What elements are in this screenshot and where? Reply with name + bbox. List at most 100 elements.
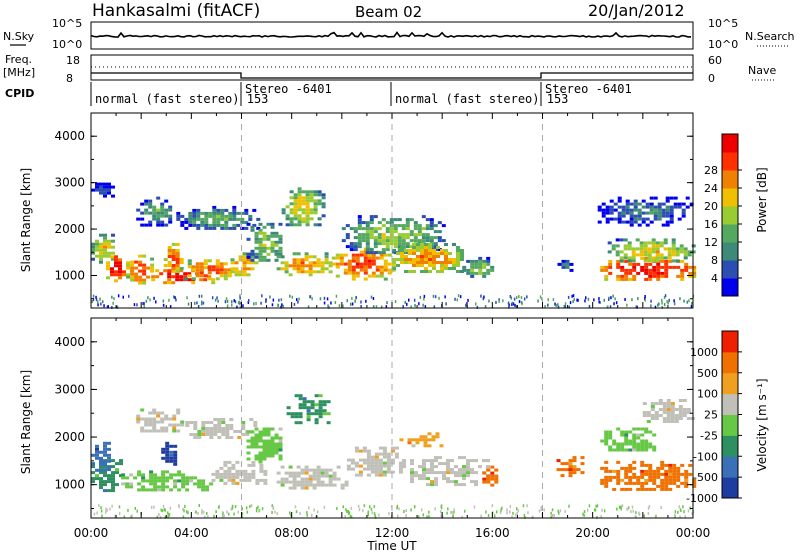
noise-sky-trace: [90, 31, 692, 38]
velocity-colorbar: 1000 500 100 25 -25 -100 -500 -1000: [686, 330, 742, 505]
velocity-colorbar-tick: 100: [697, 388, 718, 401]
velocity-y-tick-label: 1000: [54, 478, 85, 492]
noise-tick-bottom-right: 10^0: [708, 38, 738, 51]
power-echo-region: [557, 259, 574, 272]
power-colorbar-tick: 24: [704, 182, 718, 195]
velocity-echo-region: [600, 460, 697, 491]
velocity-echo-region: [402, 456, 490, 487]
power-echo-region: [392, 243, 464, 273]
velocity-colorbar-tick: -500: [693, 471, 718, 484]
x-tick-label: 00:00: [74, 526, 109, 540]
power-echo-region: [91, 233, 115, 264]
velocity-echo-region: [556, 456, 585, 478]
power-colorbar-tick: 4: [711, 272, 718, 285]
freq-trace: [91, 72, 693, 79]
power-echo-region: [183, 259, 232, 281]
freq-unit: [MHz]: [3, 66, 35, 79]
velocity-colorbar-tick: 1000: [690, 346, 718, 359]
velocity-echo-region: [121, 470, 214, 492]
velocity-echo-region: [161, 441, 178, 466]
nave-label: Nave: [748, 64, 776, 77]
velocity-echo-region: [246, 427, 283, 464]
power-echo-region: [462, 256, 495, 278]
velocity-echo-region: [91, 441, 111, 472]
power-colorbar-label: Power [dB]: [755, 167, 769, 232]
power-ylabel: Slant Range [km]: [19, 168, 33, 272]
power-echo-region: [607, 238, 696, 263]
freq-label: Freq.: [5, 53, 32, 66]
cpid-mode-1: normal (fast stereo) 153: [95, 92, 268, 106]
velocity-echo-region: [276, 465, 349, 490]
velocity-near-range-scatter: [93, 504, 694, 519]
power-colorbar-tick: 28: [704, 164, 718, 177]
power-echo-region: [163, 243, 184, 273]
cpid-mode-4: Stereo -6401: [545, 82, 632, 96]
x-axis-label: Time UT: [366, 539, 417, 553]
cpid-label: CPID: [5, 87, 34, 100]
power-y-tick-label: 1000: [54, 269, 85, 283]
velocity-echo-region: [346, 446, 403, 477]
velocity-colorbar-tick: 25: [704, 409, 718, 422]
cpid-mode-3: normal (fast stereo) 153: [395, 92, 568, 106]
power-y-tick-label: 3000: [54, 176, 85, 190]
power-colorbar-tick: 12: [704, 236, 718, 249]
station-title: Hankasalmi (fitACF): [92, 1, 260, 21]
velocity-echo-region: [185, 418, 258, 439]
power-colorbar: 4 8 12 16 20 24 28: [704, 133, 742, 297]
velocity-ylabel: Slant Range [km]: [19, 370, 33, 474]
power-echo-region: [597, 196, 694, 227]
velocity-echo-region: [600, 427, 657, 452]
velocity-y-tick-label: 2000: [54, 430, 85, 444]
velocity-y-tick-label: 4000: [54, 335, 85, 349]
power-echo-region: [246, 222, 283, 262]
power-y-tick-label: 4000: [54, 129, 85, 143]
x-tick-label: 20:00: [575, 526, 610, 540]
x-tick-label: 16:00: [475, 526, 510, 540]
noise-tick-bottom-left: 10^0: [52, 38, 82, 51]
velocity-panel: [91, 318, 697, 519]
velocity-echo-region: [642, 399, 695, 423]
velocity-colorbar-tick: -1000: [686, 492, 718, 505]
power-echo-region: [136, 196, 173, 227]
power-echo-region: [126, 254, 155, 285]
power-colorbar-tick: 8: [711, 254, 718, 267]
noise-panel: [90, 21, 694, 50]
nsky-label: N.Sky: [3, 30, 35, 43]
velocity-y-tick-label: 3000: [54, 382, 85, 396]
axes: 1000 2000 3000 4000 4 8 12 16 20 24 28 1000 2000 3000…: [54, 112, 742, 540]
velocity-echo-region: [136, 408, 185, 433]
nave-tick-bottom: 0: [708, 72, 715, 85]
velocity-echo-region: [482, 465, 499, 487]
velocity-colorbar-tick: -100: [693, 450, 718, 463]
power-near-range-scatter: [91, 294, 695, 309]
freq-tick-top: 18: [66, 54, 80, 67]
beam-label: Beam 02: [355, 3, 422, 21]
nsearch-label: N.Search: [745, 30, 795, 43]
power-echo-region: [600, 256, 697, 281]
noise-tick-top-right: 10^5: [708, 17, 738, 30]
power-echo-region: [331, 247, 396, 281]
velocity-colorbar-tick: -25: [700, 429, 718, 442]
x-tick-label: 00:00: [676, 526, 711, 540]
velocity-echo-region: [399, 432, 444, 448]
power-echo-region: [91, 182, 115, 198]
power-y-tick-label: 2000: [54, 222, 85, 236]
velocity-colorbar-label: Velocity [m s⁻¹]: [755, 378, 769, 471]
velocity-echo-region: [211, 460, 268, 485]
power-panel: [91, 113, 697, 309]
noise-tick-top-left: 10^5: [52, 17, 82, 30]
velocity-colorbar-tick: 500: [697, 367, 718, 380]
power-echo-region: [281, 187, 326, 227]
nave-tick-top: 60: [708, 54, 722, 67]
power-echo-region: [176, 205, 261, 230]
velocity-echo-region: [286, 394, 331, 425]
power-echo-region: [276, 252, 333, 277]
x-tick-label: 04:00: [174, 526, 209, 540]
x-tick-label: 12:00: [375, 526, 410, 540]
date-label: 20/Jan/2012: [588, 1, 685, 20]
power-echo-region: [106, 255, 130, 283]
power-echo-region: [230, 252, 259, 277]
x-tick-label: 08:00: [274, 526, 309, 540]
freq-tick-bottom: 8: [66, 72, 73, 85]
